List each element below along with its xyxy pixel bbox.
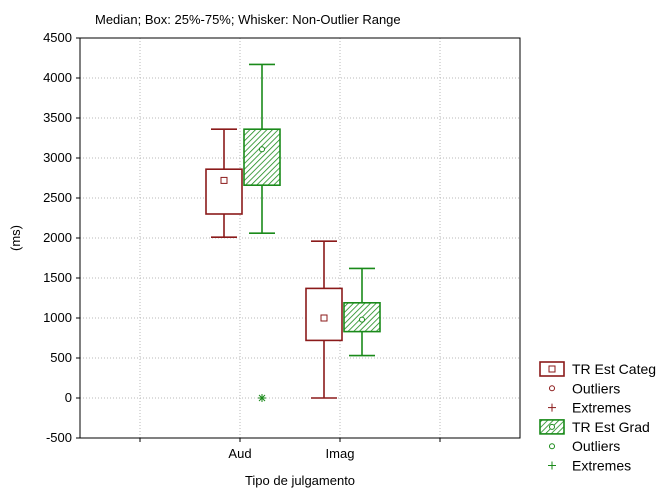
- y-tick-label: 3500: [43, 110, 72, 125]
- y-tick-label: 2500: [43, 190, 72, 205]
- legend-median-icon: [549, 423, 555, 430]
- legend-item: Extremes: [548, 458, 631, 474]
- legend-label: TR Est Categ: [572, 361, 656, 377]
- legend-label: Extremes: [572, 400, 631, 416]
- x-axis-label: Tipo de julgamento: [245, 473, 355, 488]
- legend-label: TR Est Grad: [572, 419, 650, 435]
- box-tr-est-grad-imag: [343, 267, 381, 357]
- x-axis: Aud Imag: [139, 438, 441, 461]
- chart-title: Median; Box: 25%-75%; Whisker: Non-Outli…: [95, 12, 401, 27]
- x-tick-label: Imag: [326, 446, 355, 461]
- y-tick-label: 4000: [43, 70, 72, 85]
- y-tick-label: 0: [65, 390, 72, 405]
- grid-lines: [80, 37, 520, 439]
- legend-label: Extremes: [572, 458, 631, 474]
- x-tick-label: Aud: [228, 446, 251, 461]
- extreme-point: [258, 394, 266, 402]
- iqr-box: [243, 128, 281, 186]
- y-axis-label: (ms): [8, 225, 23, 251]
- y-tick-label: 1500: [43, 270, 72, 285]
- legend-item: TR Est Grad: [539, 419, 650, 435]
- extreme-mark-d2: [258, 394, 266, 402]
- iqr-box: [305, 287, 343, 342]
- y-tick-label: 3000: [43, 150, 72, 165]
- legend-item: Outliers: [549, 380, 620, 396]
- legend-outlier-icon: [549, 443, 555, 450]
- box-tr-est-categ-imag: [305, 240, 343, 399]
- legend-median-icon: [548, 365, 556, 373]
- y-tick-label: -500: [46, 430, 72, 445]
- legend: TR Est Categ Outliers Extremes TR Est Grad O…: [539, 361, 656, 474]
- box-tr-est-categ-aud: [205, 128, 243, 238]
- y-tick-label: 500: [50, 350, 72, 365]
- median-marker: [359, 316, 365, 323]
- y-tick-label: 2000: [43, 230, 72, 245]
- legend-label: Outliers: [572, 438, 620, 454]
- median-marker: [220, 176, 228, 184]
- legend-label: Outliers: [572, 380, 620, 396]
- legend-item: Outliers: [549, 438, 620, 454]
- y-tick-label: 4500: [43, 30, 72, 45]
- legend-item: TR Est Categ: [539, 361, 656, 377]
- legend-outlier-icon: [549, 385, 555, 392]
- legend-item: Extremes: [548, 400, 631, 416]
- y-axis: -500 0 500 1000 1500 2000 2500 3000 3500 4000 4500: [43, 30, 80, 445]
- y-tick-label: 1000: [43, 310, 72, 325]
- median-marker: [320, 314, 328, 322]
- box-series: [205, 63, 381, 402]
- box-tr-est-grad-aud: [243, 63, 281, 234]
- iqr-box: [205, 168, 243, 215]
- median-marker: [259, 146, 265, 153]
